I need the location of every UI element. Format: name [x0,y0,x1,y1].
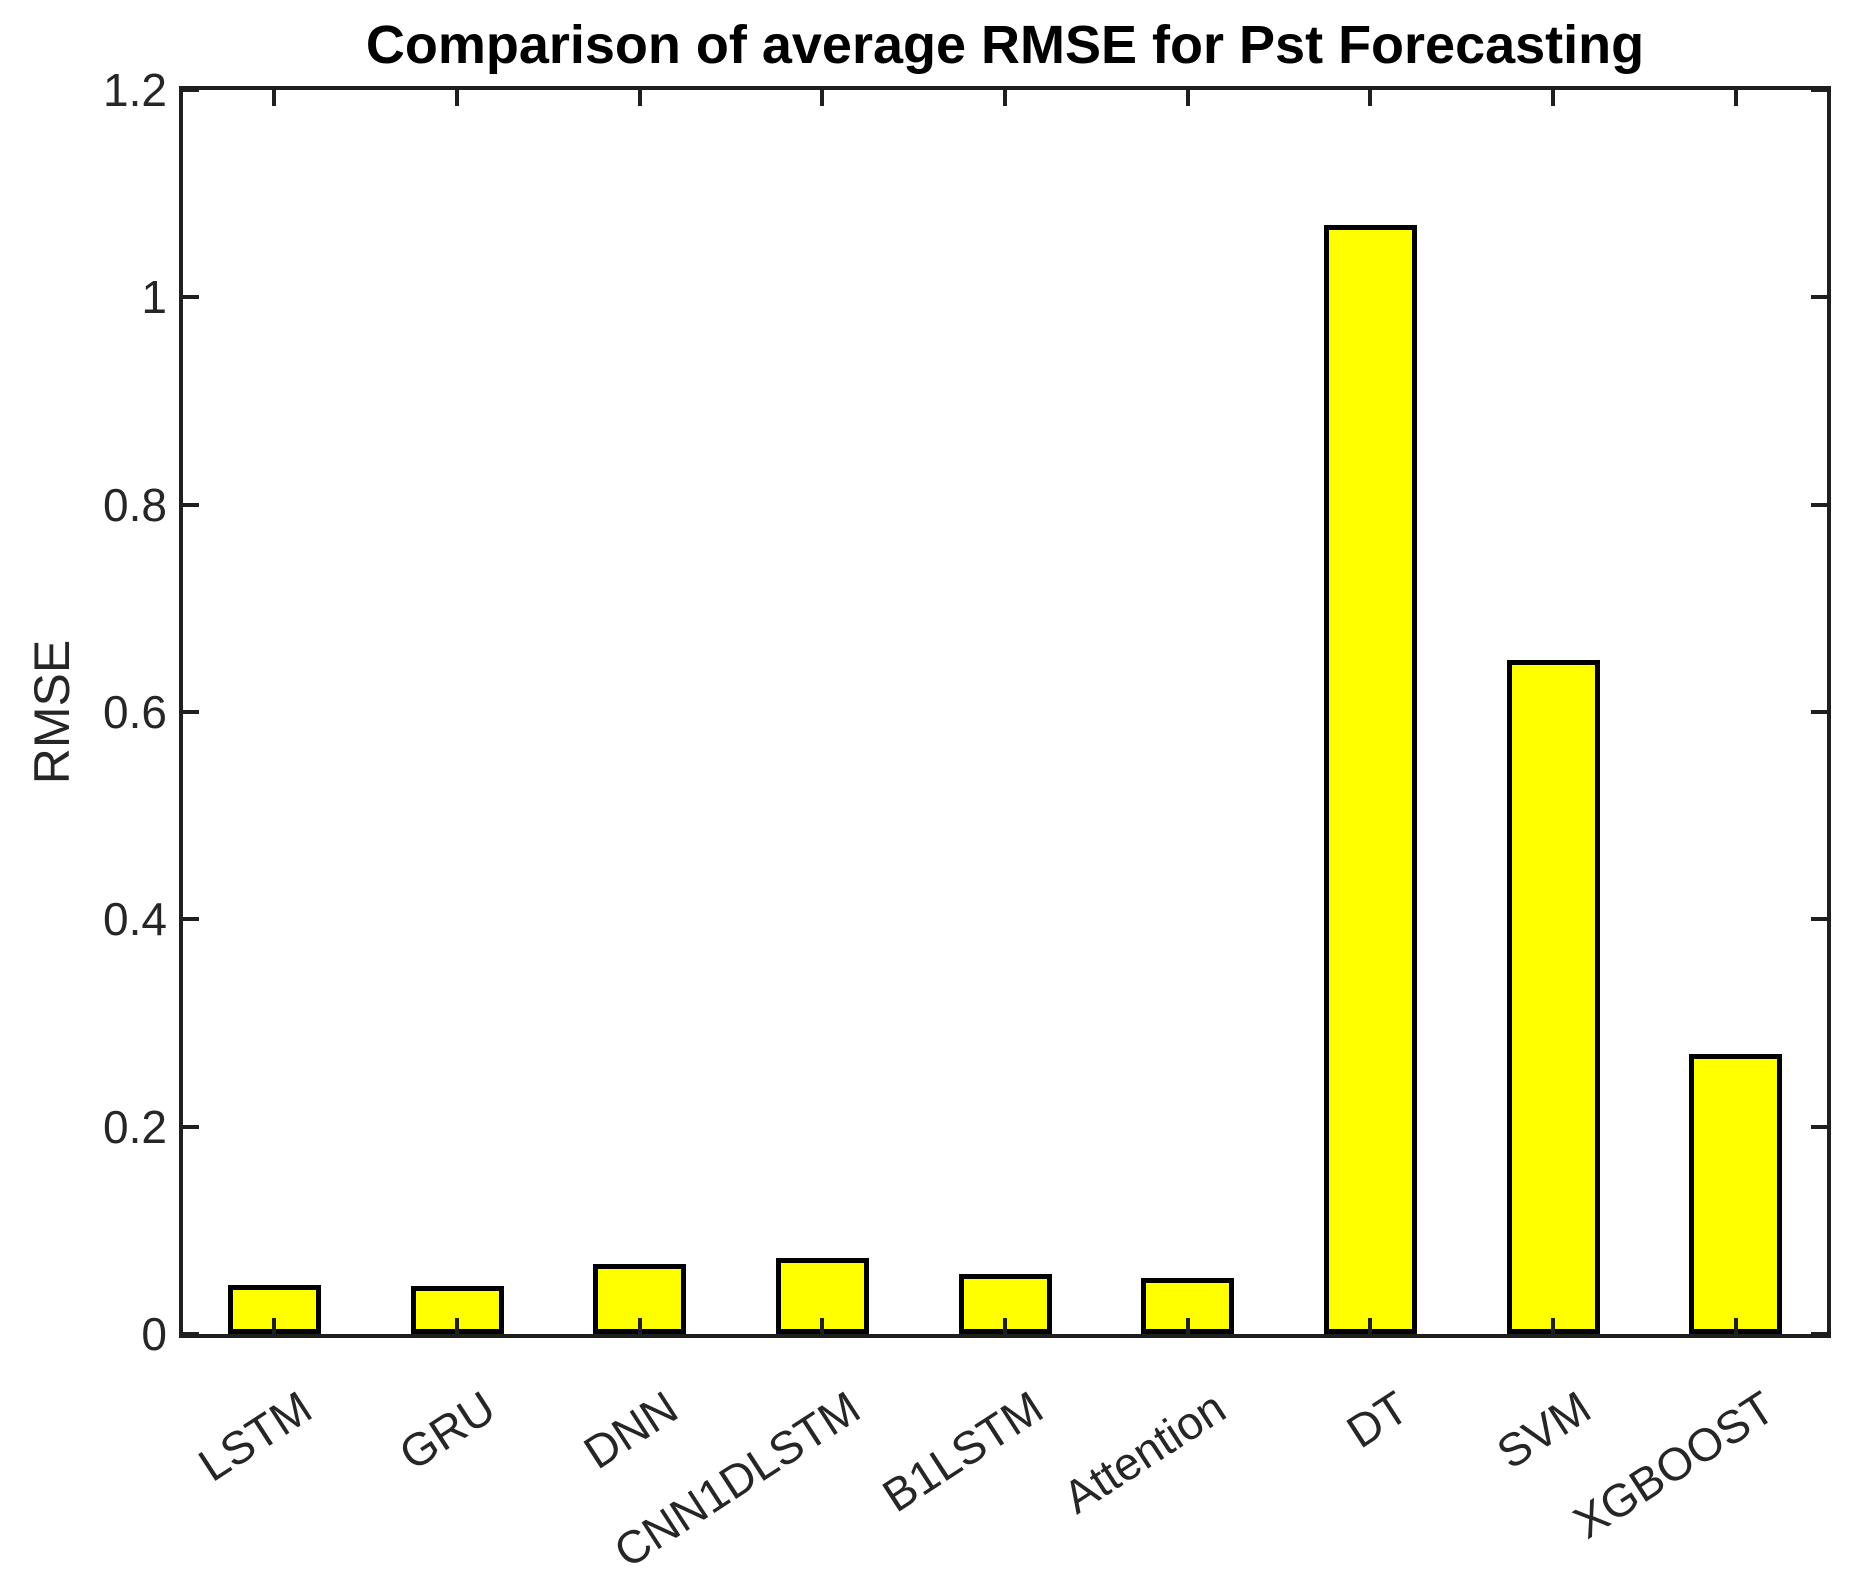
y-tick-left [183,710,199,714]
x-tick-label-SVM: SVM [1487,1380,1600,1479]
x-tick-bottom [272,1318,276,1334]
x-tick-bottom [455,1318,459,1334]
x-tick-label-GRU: GRU [389,1380,504,1481]
x-tick-bottom [1186,1318,1190,1334]
y-tick-left [183,1125,199,1129]
y-tick-left [183,917,199,921]
x-tick-label-DNN: DNN [574,1380,687,1479]
x-tick-bottom [1368,1318,1372,1334]
x-tick-bottom [638,1318,642,1334]
y-tick-left [183,88,199,92]
x-tick-top [1734,90,1738,106]
bar-XGBOOST [1689,1054,1782,1334]
y-tick-label: 1 [141,271,167,323]
x-tick-label-DT: DT [1337,1380,1417,1458]
y-tick-label: 0.4 [103,893,167,945]
x-tick-top [638,90,642,106]
x-tick-label-B1LSTM: B1LSTM [873,1380,1052,1522]
y-tick-right [1811,1125,1827,1129]
y-tick-label: 0.6 [103,686,167,738]
y-tick-left [183,295,199,299]
x-tick-bottom [1551,1318,1555,1334]
y-tick-label: 0 [141,1308,167,1360]
y-tick-right [1811,1332,1827,1336]
x-tick-label-Attention: Attention [1054,1380,1235,1524]
x-tick-top [1186,90,1190,106]
y-tick-right [1811,917,1827,921]
x-tick-top [455,90,459,106]
y-tick-right [1811,295,1827,299]
x-tick-top [1368,90,1372,106]
y-tick-left [183,503,199,507]
y-tick-right [1811,710,1827,714]
bar-LSTM [228,1285,321,1334]
x-tick-label-XGBOOST: XGBOOST [1563,1380,1783,1549]
x-tick-bottom [1734,1318,1738,1334]
y-tick-left [183,1332,199,1336]
y-tick-label: 0.8 [103,479,167,531]
y-tick-label: 0.2 [103,1101,167,1153]
x-tick-top [272,90,276,106]
bar-SVM [1507,660,1600,1334]
bar-DT [1324,225,1417,1334]
y-tick-label: 1.2 [103,64,167,116]
x-tick-top [1551,90,1555,106]
x-tick-bottom [820,1318,824,1334]
x-tick-top [1003,90,1007,106]
x-tick-bottom [1003,1318,1007,1334]
chart-title: Comparison of average RMSE for Pst Forec… [365,15,1645,75]
x-tick-top [820,90,824,106]
y-tick-right [1811,503,1827,507]
y-tick-right [1811,88,1827,92]
x-tick-label-LSTM: LSTM [189,1380,321,1492]
